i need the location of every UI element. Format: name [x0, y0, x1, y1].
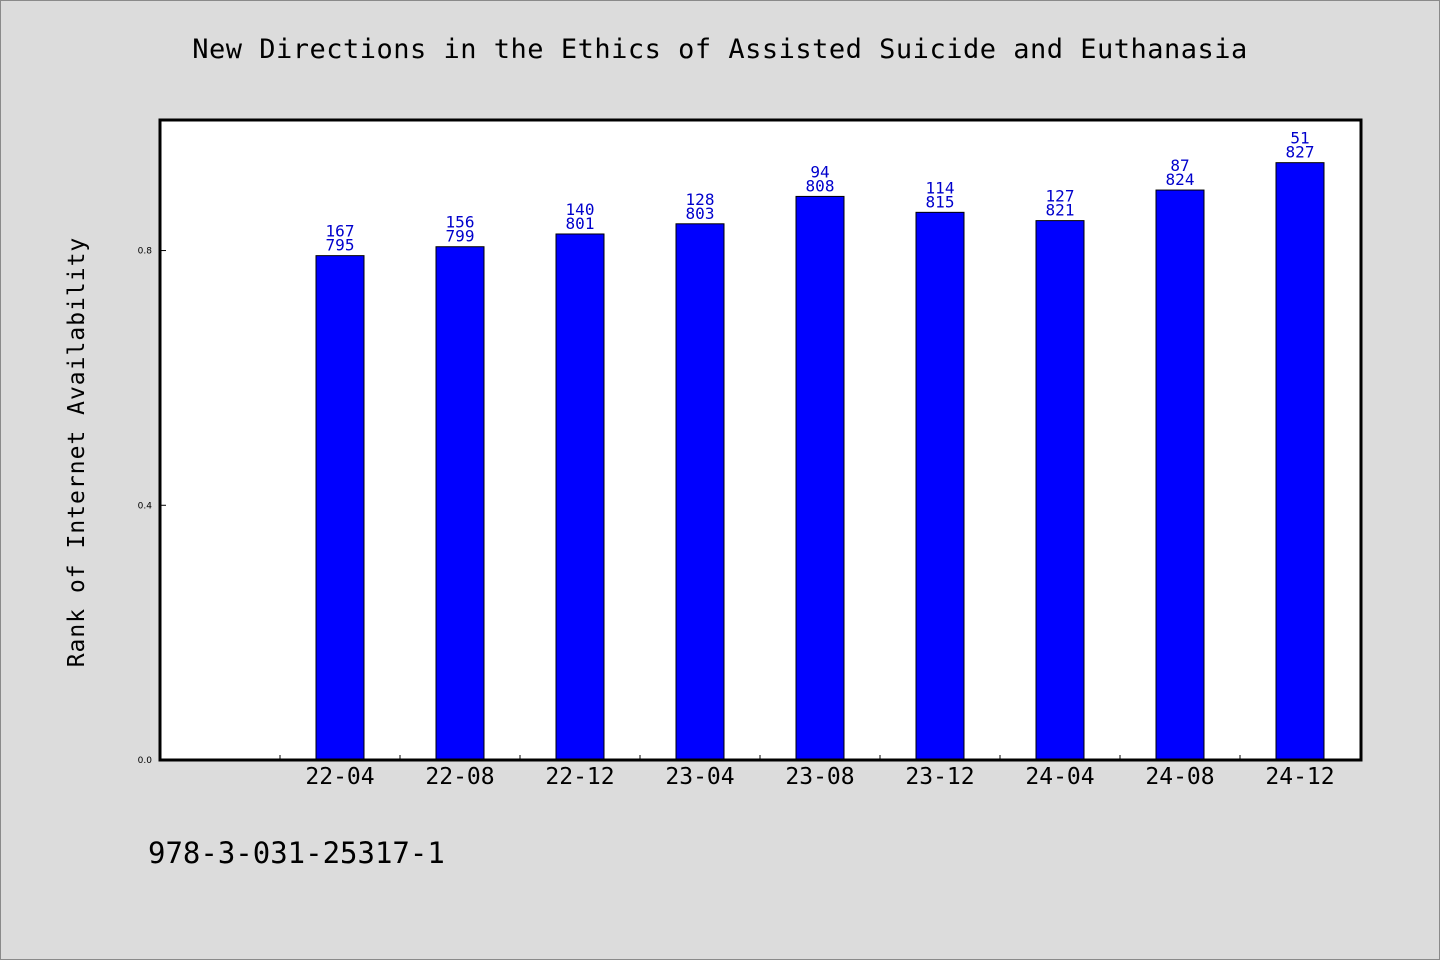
- bar-label-top-24-08: 87: [1170, 156, 1189, 175]
- bar-label-bottom-23-12: 815: [926, 192, 955, 211]
- plot-border: [158, 118, 1363, 762]
- bar-label-bottom-24-04: 821: [1046, 201, 1075, 220]
- bar-label-top-23-12: 114: [926, 178, 955, 197]
- bars-layer: [315, 162, 1325, 761]
- bar-22-04: [315, 255, 365, 761]
- bar-22-08: [435, 246, 485, 761]
- x-tick-label-23-04: 23-04: [665, 764, 734, 790]
- bar-label-top-24-12: 51: [1290, 129, 1309, 148]
- bar-24-04: [1035, 220, 1085, 761]
- x-tick-label-22-04: 22-04: [305, 764, 374, 790]
- bar-label-bottom-22-08: 799: [446, 227, 475, 246]
- bar-label-top-24-04: 127: [1046, 187, 1075, 206]
- x-tick-label-24-04: 24-04: [1025, 764, 1094, 790]
- y-tick-label-0.8: 0.8: [138, 247, 153, 257]
- x-tick-label-22-08: 22-08: [425, 764, 494, 790]
- isbn-code: 978-3-031-25317-1: [148, 836, 445, 870]
- bar-23-04: [675, 223, 725, 761]
- bar-24-12: [1275, 162, 1325, 761]
- bar-label-bottom-22-04: 795: [326, 236, 355, 255]
- bar-label-bottom-22-12: 801: [566, 214, 595, 233]
- bar-label-top-22-08: 156: [446, 213, 475, 232]
- bar-22-12: [555, 233, 605, 761]
- bar-label-top-22-04: 167: [326, 222, 355, 241]
- y-tick-label-0.4: 0.4: [138, 501, 153, 511]
- x-tick-label-23-08: 23-08: [785, 764, 854, 790]
- bar-label-bottom-23-04: 803: [686, 204, 715, 223]
- bar-label-top-22-12: 140: [566, 200, 595, 219]
- y-tick-label-0.0: 0.0: [138, 756, 153, 766]
- bar-label-top-23-08: 94: [810, 162, 829, 181]
- x-tick-label-22-12: 22-12: [545, 764, 614, 790]
- bar-24-08: [1155, 189, 1205, 761]
- bar-label-bottom-24-12: 827: [1286, 143, 1315, 162]
- bar-label-top-23-04: 128: [686, 190, 715, 209]
- x-tick-label-23-12: 23-12: [905, 764, 974, 790]
- x-tick-label-24-12: 24-12: [1265, 764, 1334, 790]
- bar-23-08: [795, 195, 845, 761]
- ticks-layer: 22-04 22-08 22-12 23-04 23-08 23-12 24-04 24-08…: [138, 247, 1361, 790]
- bar-label-bottom-23-08: 808: [806, 176, 835, 195]
- bar-23-12: [915, 211, 965, 761]
- x-tick-label-24-08: 24-08: [1145, 764, 1214, 790]
- bar-label-bottom-24-08: 824: [1166, 170, 1195, 189]
- chart-title: New Directions in the Ethics of Assisted…: [192, 34, 1248, 65]
